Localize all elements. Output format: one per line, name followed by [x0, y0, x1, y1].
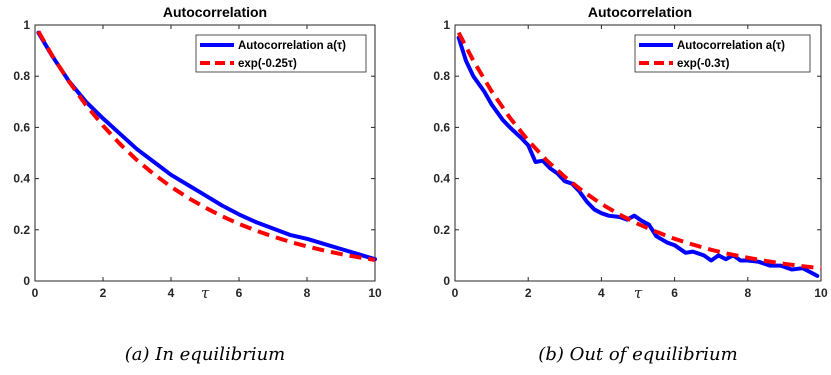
legend-label-exp-b: exp(-0.3τ) [677, 58, 730, 70]
x-tick-label-a-5: 10 [368, 286, 382, 300]
x-tick-label-b-0: 0 [452, 286, 459, 300]
y-tick-label-b-4: 0.8 [433, 69, 450, 83]
y-tick-label-a-0: 0 [23, 274, 30, 288]
x-tick-label-b-1: 2 [525, 286, 532, 300]
y-tick-label-a-1: 0.2 [13, 223, 30, 237]
caption-a: (a) In equilibrium [125, 344, 286, 365]
x-tick-label-a-4: 8 [304, 286, 311, 300]
y-tick-label-a-5: 1 [23, 18, 30, 32]
legend-box-b [634, 34, 811, 73]
y-tick-label-b-5: 1 [443, 18, 450, 32]
y-tick-label-b-1: 0.2 [433, 223, 450, 237]
y-tick-label-a-4: 0.8 [13, 69, 30, 83]
legend-box-a [195, 34, 367, 73]
chart-title-a: Autocorrelation [163, 4, 267, 20]
x-tick-label-b-5: 10 [814, 286, 828, 300]
legend-a: Autocorrelation a(τ) exp(-0.25τ) [195, 34, 367, 73]
legend-label-autocorrelation-a: Autocorrelation a(τ) [238, 40, 346, 52]
legend-label-autocorrelation-b: Autocorrelation a(τ) [677, 40, 785, 52]
series-line-a-1 [36, 30, 376, 262]
caption-b: (b) Out of equilibrium [538, 344, 737, 365]
y-tick-label-b-3: 0.6 [433, 120, 450, 134]
y-tick-label-a-3: 0.6 [13, 120, 30, 134]
x-axis-label-a: τ [201, 284, 210, 302]
series-group-a [36, 30, 377, 262]
panel-a: Autocorrelation 0 2 4 6 8 10 0 0.2 0.4 0.6 0.8 1 Au… [13, 4, 382, 365]
y-tick-label-b-2: 0.4 [433, 172, 450, 186]
series-line-b-0 [456, 35, 820, 278]
y-tick-label-b-0: 0 [443, 274, 450, 288]
y-tick-label-a-2: 0.4 [13, 172, 30, 186]
x-tick-label-b-2: 4 [598, 286, 605, 300]
legend-b: Autocorrelation a(τ) exp(-0.3τ) [634, 34, 811, 73]
panel-b: Autocorrelation 0 2 4 6 8 10 0 0.2 0.4 0.6 0.8 1 Au… [433, 4, 828, 365]
x-tick-label-a-1: 2 [100, 286, 107, 300]
series-line-a-0 [36, 30, 377, 262]
x-tick-label-b-3: 6 [671, 286, 678, 300]
legend-label-exp-a: exp(-0.25τ) [238, 58, 297, 70]
x-axis-label-b: τ [634, 284, 643, 302]
chart-title-b: Autocorrelation [588, 4, 692, 20]
series-group-b [456, 31, 822, 278]
axis-ticks-a: 0 2 4 6 8 10 0 0.2 0.4 0.6 0.8 1 [13, 18, 382, 300]
series-line-b-1 [456, 31, 822, 271]
x-tick-label-a-3: 6 [236, 286, 243, 300]
x-tick-label-a-0: 0 [32, 286, 39, 300]
x-tick-label-a-2: 4 [168, 286, 175, 300]
x-tick-label-b-4: 8 [744, 286, 751, 300]
axis-ticks-b: 0 2 4 6 8 10 0 0.2 0.4 0.6 0.8 1 [433, 18, 828, 300]
